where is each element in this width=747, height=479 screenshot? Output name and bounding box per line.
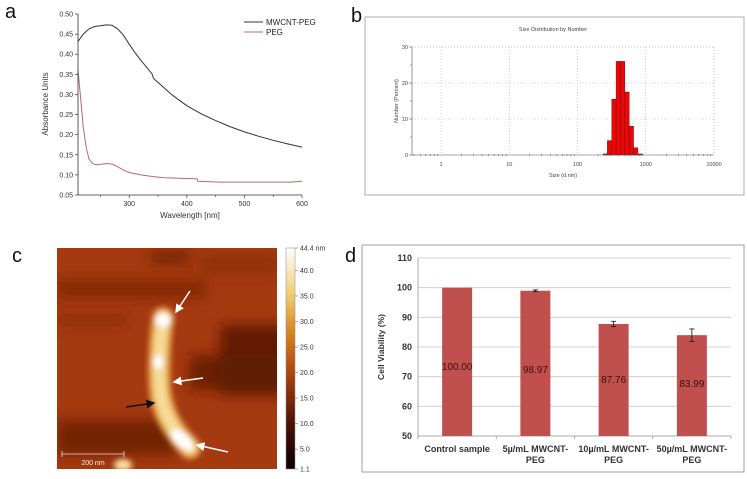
d-category-label: 5µ/mL MWCNT- (503, 444, 569, 454)
panel-letter-d: d (345, 245, 356, 267)
b-title: Size Distribution by Number (519, 27, 587, 33)
b-y-tick-label: 20 (402, 81, 408, 87)
b-y-tick-label: 0 (405, 153, 408, 159)
a-y-tick-label: 0.30 (59, 92, 73, 99)
d-y-tick-label: 80 (402, 342, 412, 352)
a-x-tick-label: 300 (123, 201, 135, 208)
a-series-peg (77, 70, 303, 183)
d-bar (598, 323, 629, 436)
b-histogram-bar (633, 147, 639, 156)
d-category-label: PEG (526, 455, 545, 465)
b-x-tick-label: 100 (573, 162, 582, 168)
absorbance-chart: 0.05 0.10 0.15 0.20 0.25 0.30 0.35 0.40 0.45 0.50… (41, 12, 316, 221)
b-histogram-bar (620, 61, 626, 156)
d-bar (676, 335, 707, 436)
d-value-label: 98.97 (523, 365, 548, 376)
a-y-tick-label: 0.45 (59, 32, 73, 39)
a-y-tick-label: 0.50 (59, 12, 73, 19)
d-y-tick-label: 50 (402, 431, 412, 441)
afm-colorbar: 44.4 nm 40.0 35.0 30.0 25.0 20.0 15.0 10.0 5.0 1.… (285, 246, 325, 474)
d-y-tick-label: 90 (402, 312, 412, 322)
d-y-tick-label: 60 (402, 401, 412, 411)
a-y-tick-label: 0.20 (59, 132, 73, 139)
arrow-black (125, 399, 156, 409)
a-legend-label-peg: PEG (266, 28, 283, 37)
nanotube (114, 307, 201, 469)
d-category-label: PEG (682, 455, 701, 465)
panel-letter-b: b (351, 5, 362, 27)
a-x-label: Wavelength [nm] (160, 211, 220, 220)
colorbar-gradient (285, 247, 296, 470)
d-y-tick-label: 110 (397, 253, 412, 263)
cell-viability-chart: 50 60 70 80 90 100 110 100.00 Control sample 98.… (361, 244, 745, 473)
scale-bar-label: 200 nm (81, 460, 105, 467)
d-y-tick-label: 70 (402, 372, 412, 382)
colorbar-tick-label: 35.0 (300, 293, 314, 300)
d-value-label: 87.76 (601, 375, 626, 386)
a-legend-label-mwcnt-peg: MWCNT-PEG (266, 18, 316, 27)
d-category-label: 10µ/mL MWCNT- (578, 444, 649, 454)
a-y-tick-label: 0.05 (59, 193, 73, 200)
b-y-label: Number (Percent) (394, 79, 400, 123)
b-histogram-bar (624, 91, 630, 156)
colorbar-tick-label: 30.0 (300, 319, 314, 326)
scale-bar: 200 nm (61, 451, 125, 467)
b-histogram-bar (615, 61, 621, 156)
a-y-tick-label: 0.35 (59, 72, 73, 79)
colorbar-tick-label: 25.0 (300, 345, 314, 352)
d-bar (442, 287, 473, 436)
a-legend: MWCNT-PEG PEG (244, 18, 316, 37)
colorbar-tick-label: 10.0 (300, 421, 314, 428)
b-histogram-bar (611, 98, 617, 156)
b-x-tick-label: 1 (439, 162, 442, 168)
colorbar-tick-label: 40.0 (300, 268, 314, 275)
b-histogram-bar (628, 125, 634, 156)
d-y-tick-label: 100 (397, 283, 412, 293)
a-y-tick-label: 0.25 (59, 112, 73, 119)
colorbar-tick-label: 44.4 nm (300, 246, 325, 253)
d-category-label: Control sample (424, 444, 490, 454)
d-y-label: Cell Viability (%) (376, 314, 386, 380)
a-y-label: Absorbance Units (41, 72, 50, 135)
b-x-tick-label: 10 (506, 162, 512, 168)
b-y-tick-label: 10 (402, 117, 408, 123)
d-category-label: PEG (604, 455, 623, 465)
colorbar-tick-label: 15.0 (300, 396, 314, 403)
b-x-label: Size (d.nm) (549, 173, 577, 179)
arrow-top (175, 290, 191, 314)
size-distribution-chart: Size Distribution by Number 0 10 20 30 1 10 10… (364, 16, 745, 196)
panel-letter-a: a (5, 1, 17, 23)
a-x-tick-label: 500 (239, 201, 251, 208)
d-category-label: 50µ/mL MWCNT- (657, 444, 728, 454)
arrow-bottom (195, 442, 229, 453)
arrow-middle (172, 376, 204, 386)
a-y-tick-label: 0.15 (59, 152, 73, 159)
afm-dark-bands (57, 250, 277, 455)
b-x-tick-label: 1000 (640, 162, 652, 168)
a-x-tick-label: 400 (181, 201, 193, 208)
b-histogram-bar (607, 140, 612, 156)
d-bar (520, 290, 551, 436)
afm-image: 200 nm (57, 248, 277, 469)
b-y-tick-label: 30 (402, 45, 408, 51)
a-y-tick-label: 0.10 (59, 172, 73, 179)
a-series-mwcnt-peg (77, 24, 303, 148)
a-x-tick-label: 600 (296, 201, 308, 208)
panel-letter-c: c (12, 245, 22, 267)
colorbar-tick-label: 20.0 (300, 370, 314, 377)
colorbar-tick-label: 5.0 (300, 447, 310, 454)
d-value-label: 100.00 (442, 362, 473, 373)
b-frame (364, 16, 745, 196)
a-y-tick-label: 0.40 (59, 52, 73, 59)
colorbar-tick-label: 1.1 (300, 467, 310, 474)
b-x-tick-label: 10000 (706, 162, 721, 168)
d-value-label: 83.99 (679, 379, 704, 390)
